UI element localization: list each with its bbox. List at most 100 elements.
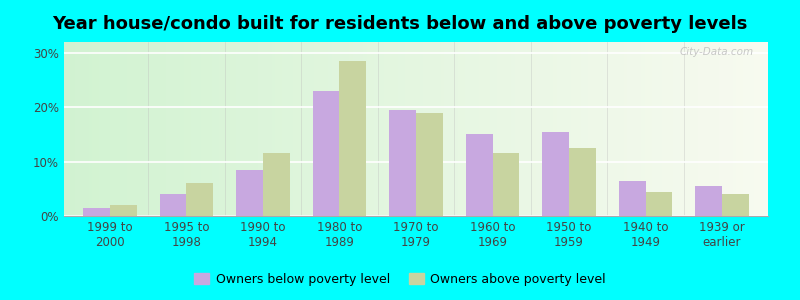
Bar: [300, 42, 303, 216]
Bar: [490, 42, 494, 216]
Bar: [110, 205, 137, 216]
Bar: [83, 208, 110, 216]
Bar: [578, 42, 582, 216]
Bar: [469, 42, 472, 216]
Bar: [642, 42, 645, 216]
Bar: [630, 42, 634, 216]
Bar: [328, 42, 331, 216]
Bar: [518, 42, 522, 216]
Bar: [501, 42, 504, 216]
Bar: [180, 42, 184, 216]
Bar: [666, 42, 670, 216]
Bar: [142, 42, 145, 216]
Bar: [564, 42, 567, 216]
Bar: [349, 42, 353, 216]
Bar: [222, 42, 226, 216]
Bar: [423, 42, 426, 216]
Bar: [466, 42, 469, 216]
Bar: [441, 42, 444, 216]
Bar: [638, 42, 642, 216]
Bar: [247, 42, 250, 216]
Bar: [110, 42, 114, 216]
Bar: [458, 42, 462, 216]
Bar: [85, 42, 89, 216]
Bar: [155, 42, 159, 216]
Bar: [127, 42, 131, 216]
Bar: [78, 42, 82, 216]
Bar: [170, 42, 173, 216]
Bar: [574, 42, 578, 216]
Bar: [451, 42, 454, 216]
Bar: [307, 42, 310, 216]
Bar: [557, 42, 560, 216]
Bar: [514, 42, 518, 216]
Bar: [466, 134, 493, 216]
Bar: [613, 42, 617, 216]
Bar: [712, 42, 715, 216]
Bar: [483, 42, 486, 216]
Bar: [546, 42, 550, 216]
Bar: [293, 42, 296, 216]
Bar: [730, 42, 733, 216]
Bar: [413, 42, 416, 216]
Bar: [761, 42, 765, 216]
Bar: [378, 42, 381, 216]
Bar: [339, 61, 366, 216]
Bar: [687, 42, 690, 216]
Bar: [258, 42, 261, 216]
Bar: [198, 42, 202, 216]
Bar: [117, 42, 120, 216]
Bar: [353, 42, 356, 216]
Bar: [102, 42, 106, 216]
Bar: [338, 42, 342, 216]
Bar: [388, 42, 391, 216]
Bar: [205, 42, 208, 216]
Bar: [592, 42, 595, 216]
Bar: [662, 42, 666, 216]
Bar: [550, 42, 554, 216]
Bar: [370, 42, 374, 216]
Bar: [286, 42, 290, 216]
Bar: [525, 42, 529, 216]
Bar: [511, 42, 514, 216]
Bar: [448, 42, 451, 216]
Bar: [272, 42, 275, 216]
Bar: [177, 42, 180, 216]
Bar: [493, 154, 519, 216]
Bar: [391, 42, 395, 216]
Bar: [582, 42, 585, 216]
Bar: [278, 42, 282, 216]
Bar: [701, 42, 705, 216]
Bar: [610, 42, 613, 216]
Bar: [437, 42, 441, 216]
Bar: [722, 194, 749, 216]
Bar: [254, 42, 258, 216]
Bar: [624, 42, 627, 216]
Bar: [670, 42, 673, 216]
Bar: [504, 42, 507, 216]
Bar: [595, 42, 599, 216]
Bar: [186, 183, 214, 216]
Bar: [335, 42, 338, 216]
Bar: [381, 42, 384, 216]
Bar: [416, 113, 442, 216]
Bar: [263, 154, 290, 216]
Bar: [215, 42, 219, 216]
Bar: [462, 42, 466, 216]
Bar: [131, 42, 134, 216]
Bar: [430, 42, 434, 216]
Bar: [634, 42, 638, 216]
Bar: [145, 42, 149, 216]
Bar: [374, 42, 378, 216]
Bar: [695, 186, 722, 216]
Bar: [542, 42, 546, 216]
Bar: [747, 42, 750, 216]
Bar: [173, 42, 177, 216]
Bar: [331, 42, 335, 216]
Bar: [243, 42, 247, 216]
Bar: [677, 42, 680, 216]
Bar: [114, 42, 117, 216]
Bar: [250, 42, 254, 216]
Bar: [659, 42, 662, 216]
Bar: [494, 42, 497, 216]
